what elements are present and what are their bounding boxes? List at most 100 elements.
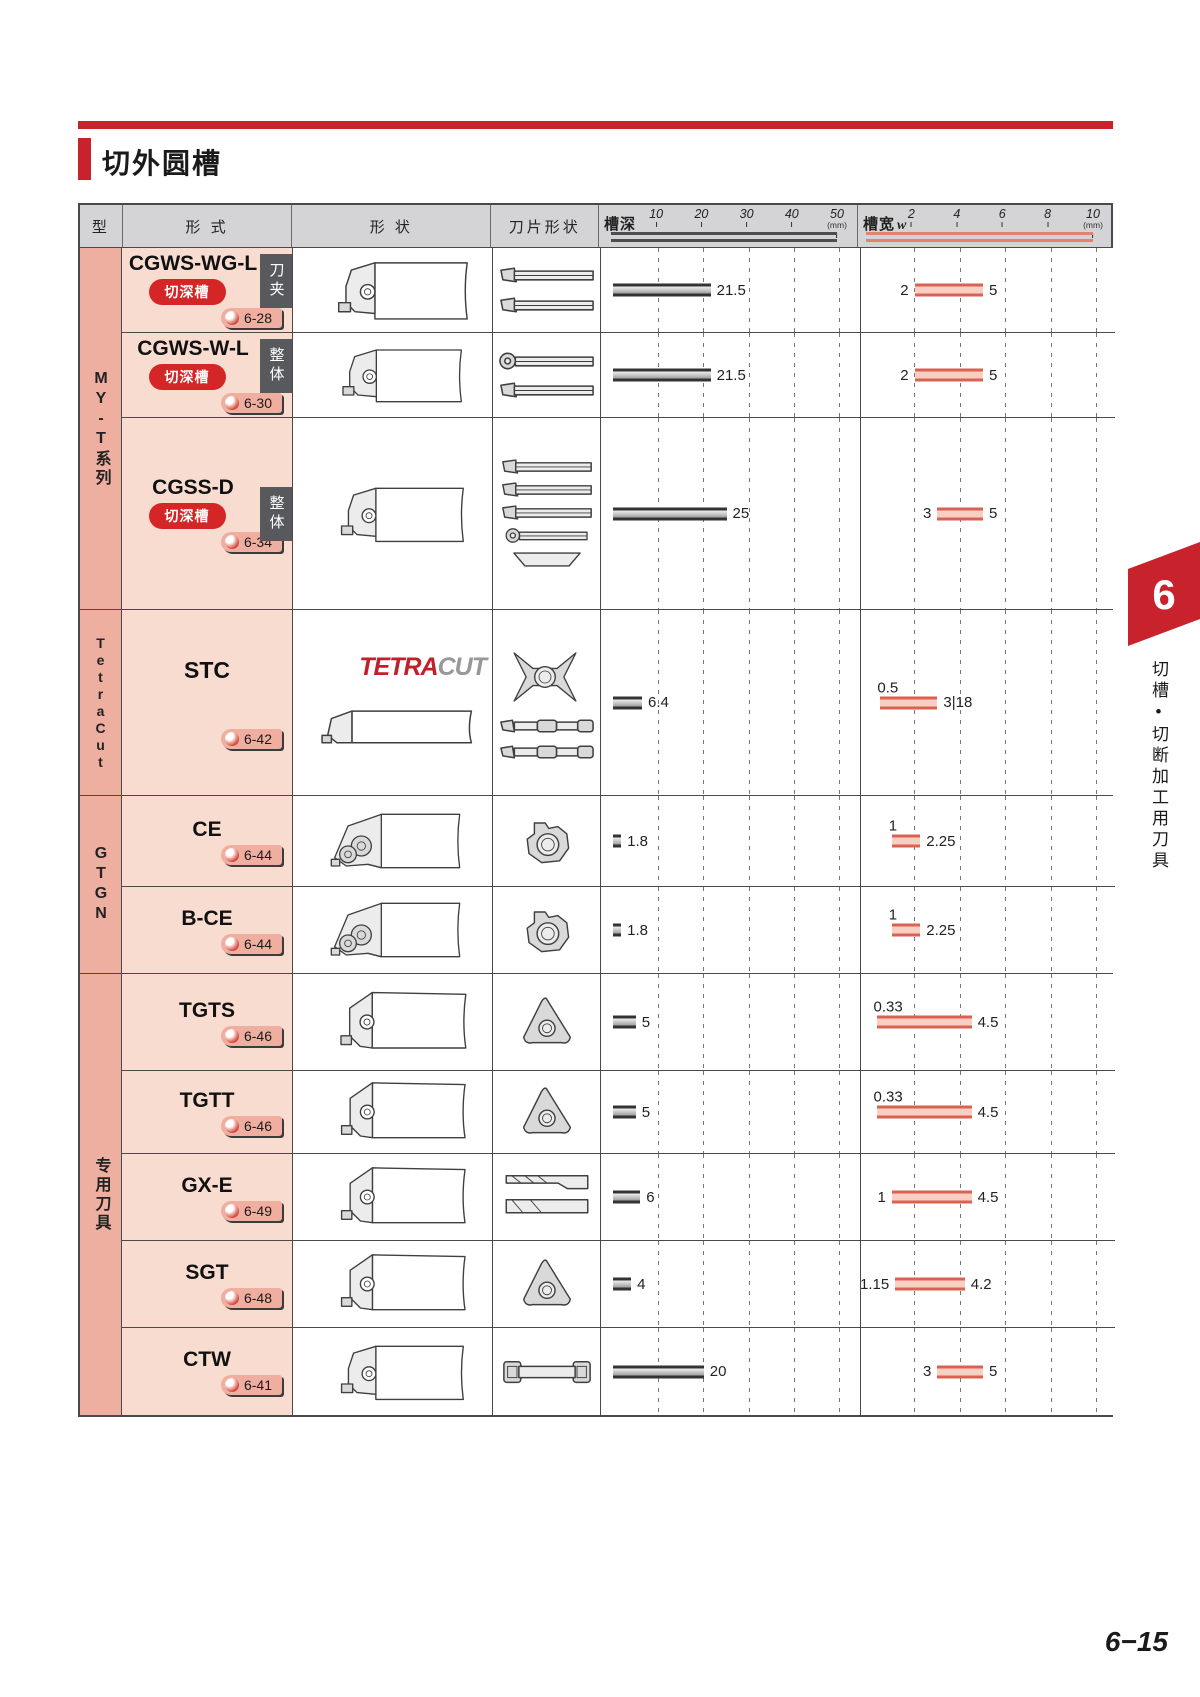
insert-cell [492, 1154, 600, 1240]
header-depth-scale: 槽深 10 20 30 40 50 (mm) [598, 205, 857, 247]
depth-bar: 4 [613, 1276, 646, 1293]
model-name: CGWS-W-L [137, 337, 249, 360]
header-form: 形 式 [121, 205, 291, 247]
shape-cell [292, 796, 492, 886]
page-link[interactable]: 6-48 [220, 1287, 282, 1308]
shape-cell [292, 1328, 492, 1415]
insert-cell [492, 1241, 600, 1327]
insert-cell [492, 610, 600, 795]
form-cell: TGTS 6-46 [122, 974, 292, 1070]
width-cell: 1 4.5 [860, 1154, 1115, 1240]
mount-type-tag: 整体 [260, 339, 292, 393]
depth-bar: 6 [613, 1189, 655, 1206]
form-cell: B-CE 6-44 [122, 887, 292, 973]
depth-bar: 6.4 [613, 694, 669, 711]
depth-bar: 5 [613, 1014, 650, 1031]
form-cell: CTW 6-41 [122, 1328, 292, 1415]
page-title: 切外圆槽 [102, 148, 223, 179]
table-row: TGTT 6-46 5 0.33 4.5 [122, 1070, 1115, 1153]
depth-cell: 5 [600, 1071, 860, 1153]
page-link[interactable]: 6-49 [220, 1200, 282, 1221]
depth-bar: 1.8 [613, 833, 648, 850]
form-cell: CGWS-W-L 切深槽 6-30 整体 [122, 333, 292, 417]
depth-bar: 5 [613, 1104, 650, 1121]
depth-scale-bar [611, 232, 837, 242]
width-cell: 0.33 4.5 [860, 1071, 1115, 1153]
table-row: CGSS-D 切深槽 6-34 整体 25 [122, 417, 1115, 609]
insert-cell [492, 974, 600, 1070]
group-label-myt: MY-T系列 [80, 248, 122, 609]
width-bar: 1 4.5 [877, 1188, 999, 1206]
chapter-number: 6 [1152, 571, 1176, 618]
table-row: CE 6-44 1.8 1 2.25 [122, 796, 1115, 886]
width-bar: 1 2.25 [888, 906, 956, 939]
table-header-row: 型 形 式 形 状 刀片形状 槽深 10 20 30 40 50 (mm) 槽宽 w… [80, 205, 1111, 248]
deep-groove-badge: 切深槽 [148, 502, 226, 529]
width-cell: 1 2.25 [860, 796, 1115, 886]
arrow-icon [224, 396, 239, 410]
top-accent-bar [78, 121, 1113, 129]
table-row: TGTS 6-46 5 0.33 4.5 [122, 974, 1115, 1070]
group-label-tetracut: TetraCut [80, 610, 122, 795]
depth-cell: 5 [600, 974, 860, 1070]
depth-scale-label: 槽深 [604, 216, 637, 233]
page-link[interactable]: 6-44 [220, 844, 282, 865]
depth-cell: 4 [600, 1241, 860, 1327]
insert-cell [492, 1328, 600, 1415]
width-scale-label: 槽宽 w [863, 216, 908, 233]
page-link[interactable]: 6-28 [220, 308, 282, 328]
model-name: TGTS [179, 998, 235, 1022]
chapter-title: 切槽•切断加工用刀具 [1149, 660, 1168, 872]
tool-table: 型 形 式 形 状 刀片形状 槽深 10 20 30 40 50 (mm) 槽宽 w… [78, 203, 1115, 1417]
insert-cell [492, 248, 600, 332]
group-label-gtgn: GTGN [80, 796, 122, 973]
header-shape: 形 状 [291, 205, 490, 247]
model-name: SGT [185, 1260, 229, 1284]
page-link[interactable]: 6-41 [220, 1375, 282, 1395]
shape-cell [292, 1071, 492, 1153]
page-link[interactable]: 6-42 [220, 728, 282, 749]
mount-type-tag: 整体 [260, 486, 292, 541]
header-type: 型 [91, 218, 110, 236]
page-link[interactable]: 6-46 [220, 1115, 282, 1136]
shape-cell [292, 1154, 492, 1240]
shape-cell [292, 887, 492, 973]
depth-bar: 21.5 [613, 367, 746, 384]
arrow-icon [224, 311, 239, 325]
model-name: CGWS-WG-L [128, 252, 258, 275]
header-width-scale: 槽宽 w 2 4 6 8 10 (mm) [857, 205, 1111, 247]
page-link[interactable]: 6-44 [220, 933, 282, 954]
model-name: CTW [183, 1348, 231, 1371]
page-link[interactable]: 6-46 [220, 1025, 282, 1046]
table-row: STC 6-42 TETRACUT 6.4 0.5 [122, 610, 1115, 795]
insert-cell [492, 333, 600, 417]
depth-bar: 1.8 [613, 922, 648, 939]
mount-type-tag: 刀夹 [260, 254, 292, 308]
chapter-tab[interactable]: 6 [1128, 542, 1200, 646]
form-cell: STC 6-42 [122, 610, 292, 795]
arrow-icon [224, 1118, 239, 1133]
table-row: GX-E 6-49 6 1 4.5 [122, 1153, 1115, 1240]
table-row: B-CE 6-44 1.8 1 2.25 [122, 886, 1115, 973]
width-bar: 1.15 4.2 [860, 1275, 992, 1293]
model-name: STC [184, 656, 230, 683]
depth-bar: 21.5 [613, 282, 746, 299]
depth-bar: 20 [613, 1363, 726, 1380]
width-cell: 0.33 4.5 [860, 974, 1115, 1070]
model-name: CGSS-D [152, 475, 234, 499]
depth-cell: 20 [600, 1328, 860, 1415]
depth-cell: 25 [600, 418, 860, 609]
width-cell: 1 2.25 [860, 887, 1115, 973]
depth-cell: 6 [600, 1154, 860, 1240]
depth-cell: 21.5 [600, 333, 860, 417]
arrow-icon [224, 534, 239, 549]
page-link[interactable]: 6-30 [220, 393, 282, 413]
shape-cell [292, 248, 492, 332]
depth-cell: 1.8 [600, 796, 860, 886]
form-cell: CGWS-WG-L 切深槽 6-28 刀夹 [122, 248, 292, 332]
form-cell: SGT 6-48 [122, 1241, 292, 1327]
